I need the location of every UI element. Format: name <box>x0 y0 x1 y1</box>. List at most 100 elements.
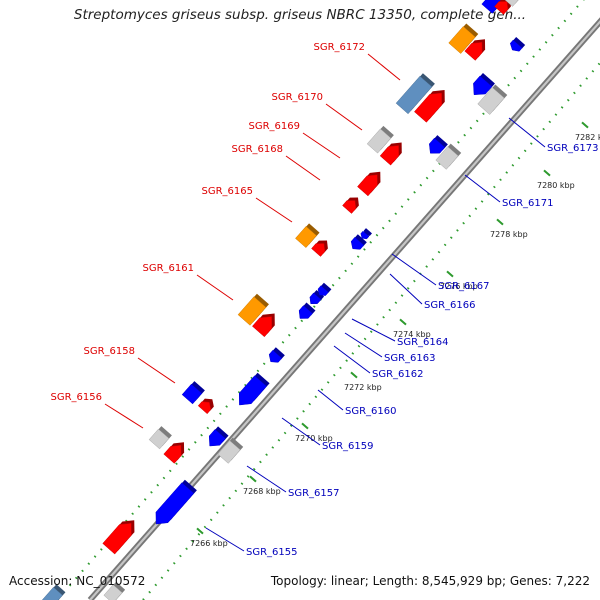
ruler-tick <box>301 422 309 430</box>
gene-feature[interactable] <box>435 143 462 170</box>
gene-feature[interactable] <box>464 39 486 61</box>
leader-line <box>196 274 234 301</box>
gene-feature[interactable] <box>217 437 244 464</box>
gene-features[interactable] <box>41 0 526 600</box>
gene-feature[interactable] <box>102 520 135 555</box>
gene-feature[interactable] <box>509 37 526 52</box>
ruler-tick <box>581 121 589 129</box>
gene-feature[interactable] <box>379 142 402 166</box>
gene-feature[interactable] <box>238 372 270 406</box>
gene-feature[interactable] <box>237 293 269 326</box>
ruler-dotted-lines <box>56 0 600 600</box>
ruler-ticks: 7266 kbp 7268 kbp 7270 kbp 7272 kbp 7274 kbp… <box>190 121 600 548</box>
gene-label-reverse[interactable]: SGR_6160 <box>345 406 397 417</box>
leader-line <box>508 117 546 148</box>
gene-feature[interactable] <box>148 426 172 450</box>
ruler-tick <box>543 169 551 177</box>
gene-feature[interactable] <box>477 84 508 115</box>
gene-feature[interactable] <box>208 426 229 447</box>
gene-label-forward[interactable]: SGR_6169 <box>249 121 301 132</box>
leader-line <box>389 273 423 305</box>
gene-feature[interactable] <box>429 135 448 154</box>
gene-feature[interactable] <box>103 581 126 600</box>
gene-feature[interactable] <box>155 479 197 525</box>
ruler-tick <box>249 475 257 483</box>
gene-feature[interactable] <box>197 398 214 415</box>
ruler-tick-label: 7274 kbp <box>393 330 431 339</box>
ruler-tick-label: 7282 kbp <box>575 133 600 142</box>
leader-line <box>344 332 383 358</box>
leader-line <box>325 103 363 131</box>
gene-label-forward[interactable]: SGR_6165 <box>202 186 254 197</box>
ruler-tick <box>496 218 504 226</box>
gene-feature[interactable] <box>360 228 372 240</box>
leader-line <box>205 527 245 552</box>
ruler-tick-label: 7272 kbp <box>344 383 382 392</box>
ruler-tick-label: 7266 kbp <box>190 539 228 548</box>
gene-label-reverse[interactable]: SGR_6162 <box>372 369 424 380</box>
gene-feature[interactable] <box>366 125 394 154</box>
gene-feature[interactable] <box>357 171 381 197</box>
gene-label-forward[interactable]: SGR_6161 <box>143 263 195 274</box>
gene-feature[interactable] <box>181 381 205 405</box>
gene-label-reverse[interactable]: SGR_6171 <box>502 198 554 209</box>
gene-feature[interactable] <box>395 73 435 115</box>
leader-line <box>391 253 437 286</box>
gene-labels[interactable]: SGR_6172 SGR_6170 SGR_6169 SGR_6168 SGR_6165… <box>51 42 599 558</box>
gene-feature[interactable] <box>295 223 320 248</box>
leader-line <box>137 357 176 384</box>
topology-text: Topology: linear; Length: 8,545,929 bp; … <box>270 574 590 588</box>
gene-label-reverse[interactable]: SGR_6173 <box>547 143 599 154</box>
gene-feature[interactable] <box>317 282 332 296</box>
ruler-tick <box>350 371 358 379</box>
gene-label-reverse[interactable]: SGR_6157 <box>288 488 340 499</box>
ruler-tick-label: 7270 kbp <box>295 434 333 443</box>
leader-line <box>367 53 401 81</box>
genome-title: Streptomyces griseus subsp. griseus NBRC… <box>73 7 527 23</box>
gene-feature[interactable] <box>342 197 359 214</box>
leader-line <box>246 465 287 493</box>
leader-line <box>281 417 321 446</box>
gene-feature[interactable] <box>414 90 445 123</box>
gene-feature[interactable] <box>163 442 185 464</box>
leader-line <box>285 155 321 181</box>
gene-label-forward[interactable]: SGR_6170 <box>272 92 324 103</box>
gene-label-forward[interactable]: SGR_6156 <box>51 392 103 403</box>
accession-text: Accession: NC_010572 <box>9 574 146 588</box>
leader-line <box>255 197 293 223</box>
gene-feature[interactable] <box>252 313 275 338</box>
leader-line <box>351 318 396 342</box>
ruler-tick-label: 7280 kbp <box>537 181 575 190</box>
leader-line <box>317 389 344 411</box>
ruler-tick-label: 7268 kbp <box>243 487 281 496</box>
gene-label-forward[interactable]: SGR_6168 <box>232 144 284 155</box>
leader-line <box>302 132 341 159</box>
gene-feature[interactable] <box>494 0 511 15</box>
gene-feature[interactable] <box>448 23 479 54</box>
gene-feature[interactable] <box>311 240 328 257</box>
gene-label-reverse[interactable]: SGR_6159 <box>322 441 374 452</box>
gene-label-forward[interactable]: SGR_6172 <box>314 42 366 53</box>
gene-feature[interactable] <box>473 72 495 96</box>
leader-line <box>464 174 501 203</box>
gene-feature[interactable] <box>309 289 325 305</box>
gene-label-reverse[interactable]: SGR_6163 <box>384 353 436 364</box>
label-leader-lines <box>104 53 546 552</box>
ruler-tick <box>196 527 204 535</box>
leader-line <box>333 345 371 374</box>
ruler-tick-label: 7276 kbp <box>440 282 478 291</box>
gene-feature[interactable] <box>268 347 285 363</box>
ruler-tick-label: 7278 kbp <box>490 230 528 239</box>
leader-line <box>104 403 144 429</box>
gene-label-reverse[interactable]: SGR_6167 <box>438 281 490 292</box>
gene-label-forward[interactable]: SGR_6158 <box>84 346 136 357</box>
gene-feature[interactable] <box>504 0 524 7</box>
gene-feature[interactable] <box>298 302 316 319</box>
gene-feature[interactable] <box>350 234 367 250</box>
gene-label-reverse[interactable]: SGR_6166 <box>424 300 476 311</box>
gene-label-reverse[interactable]: SGR_6155 <box>246 547 298 558</box>
gene-label-reverse[interactable]: SGR_6164 <box>397 337 449 348</box>
ruler-tick <box>446 270 454 278</box>
